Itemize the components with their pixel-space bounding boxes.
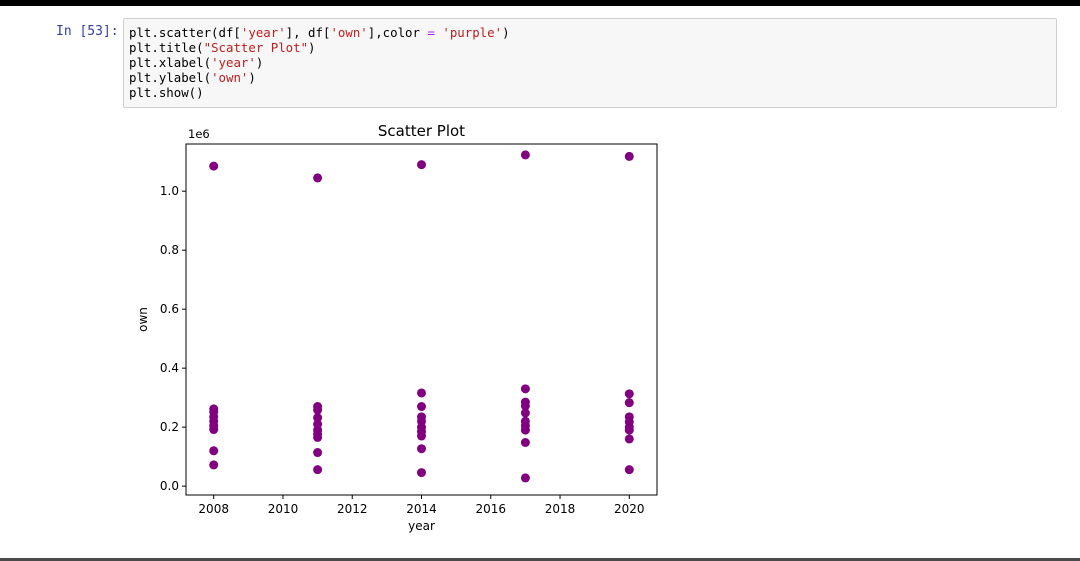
- code-token: ): [248, 70, 256, 85]
- data-point: [417, 444, 426, 454]
- data-point: [520, 384, 530, 394]
- code-token: plt.scatter(df[: [129, 25, 241, 40]
- code-cell-input[interactable]: plt.scatter(df['year'], df['own'],color …: [123, 18, 1057, 108]
- plot-frame: [185, 143, 658, 496]
- chart-title: Scatter Plot: [378, 122, 465, 140]
- top-border: [0, 0, 1080, 6]
- x-tick-label: 2012: [337, 502, 368, 516]
- data-point: [520, 150, 530, 160]
- code-line: plt.ylabel('own'): [129, 70, 510, 85]
- y-tick-label: 0.8: [160, 243, 179, 257]
- data-point: [624, 151, 634, 161]
- scatter-plot: Scatter Plot 1e6 year own 2008 2010 2012 20…: [136, 122, 658, 533]
- cell-prompt: In [53]:: [56, 24, 119, 39]
- data-point: [417, 402, 426, 412]
- data-point: [209, 425, 219, 435]
- code-line: plt.xlabel('year'): [129, 55, 510, 70]
- data-point: [209, 460, 219, 470]
- data-point: [313, 465, 323, 475]
- data-point: [520, 425, 530, 435]
- x-tick-label: 2010: [268, 502, 299, 516]
- x-tick-label: 2016: [475, 502, 506, 516]
- code-token: ): [502, 25, 510, 40]
- code-token: plt.show(): [129, 85, 204, 100]
- data-point: [624, 434, 634, 444]
- code-token: ): [255, 55, 264, 70]
- cell-output: Scatter Plot 1e6 year own 2008 2010 2012 20…: [130, 115, 690, 545]
- y-axis-label: own: [136, 307, 150, 332]
- code-token: "Scatter Plot": [203, 40, 309, 55]
- data-point: [520, 408, 530, 418]
- code-line: plt.title("Scatter Plot"): [129, 40, 510, 55]
- data-point: [624, 425, 634, 435]
- code-token: ],color: [367, 25, 428, 40]
- x-tick-label: 2020: [614, 502, 645, 516]
- code-token: plt.xlabel(: [129, 55, 212, 70]
- data-point: [209, 161, 219, 171]
- data-point: [313, 448, 323, 458]
- data-point: [313, 173, 323, 183]
- data-point: [417, 468, 426, 478]
- data-point: [520, 437, 530, 447]
- data-point: [417, 388, 426, 398]
- data-point: [624, 389, 634, 399]
- y-tick-label: 0.4: [160, 361, 179, 375]
- y-offset-label: 1e6: [188, 127, 210, 141]
- data-point: [417, 431, 426, 441]
- code-token: ], df[: [285, 25, 331, 40]
- code-token: =: [427, 25, 435, 40]
- code-token: plt.title(: [129, 40, 204, 55]
- y-tick-label: 1.0: [160, 184, 179, 198]
- x-tick-label: 2018: [545, 502, 576, 516]
- code-token: 'own': [330, 25, 368, 40]
- code-token: 'year': [211, 55, 256, 70]
- x-tick-label: 2014: [406, 502, 437, 516]
- x-axis-label: year: [408, 519, 435, 533]
- data-point: [313, 405, 323, 415]
- y-tick-label: 0.0: [160, 479, 179, 493]
- data-point: [417, 160, 426, 170]
- code-editor[interactable]: plt.scatter(df['year'], df['own'],color …: [129, 25, 510, 100]
- code-token: plt.ylabel(: [129, 70, 212, 85]
- y-tick-label: 0.6: [160, 302, 179, 316]
- code-line: plt.scatter(df['year'], df['own'],color …: [129, 25, 510, 40]
- bottom-border: [0, 558, 1080, 561]
- code-token: 'own': [211, 70, 249, 85]
- data-point: [520, 401, 530, 411]
- data-point: [520, 473, 530, 483]
- data-point: [209, 446, 219, 456]
- data-point: [313, 432, 323, 442]
- data-point: [624, 398, 634, 408]
- code-line: plt.show(): [129, 85, 510, 100]
- code-token: ): [308, 40, 316, 55]
- data-point: [624, 465, 634, 475]
- code-token: 'year': [240, 25, 286, 40]
- y-tick-label: 0.2: [160, 420, 179, 434]
- code-token: 'purple': [442, 25, 503, 40]
- data-point: [313, 413, 323, 423]
- x-tick-label: 2008: [198, 502, 229, 516]
